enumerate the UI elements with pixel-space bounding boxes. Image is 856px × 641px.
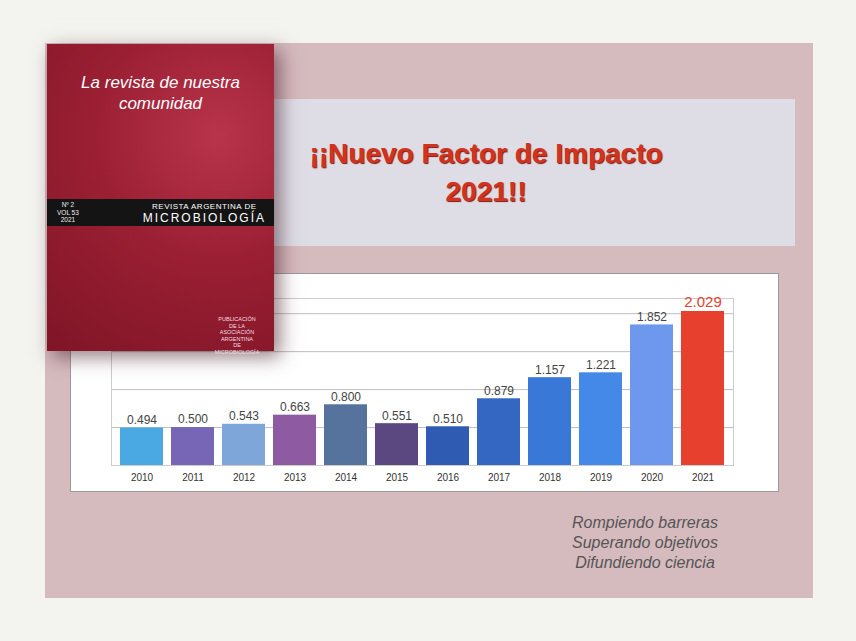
html-text:MICROBIOLOGÍA: MICROBIOLOGÍA (214, 348, 260, 355)
html-text:La revista de nuestra comunida: La revista de nuestra comunidad (81, 73, 240, 114)
svg-text:0.510: 0.510 (433, 412, 463, 426)
svg-text:0.543: 0.543 (229, 409, 259, 423)
svg-text:2020: 2020 (641, 472, 664, 483)
svg-text:2010: 2010 (131, 472, 154, 483)
html-text:ASOCIACIÓN ARGENTINA: ASOCIACIÓN ARGENTINA (219, 329, 255, 342)
html-text:MICROBIOLOGÍA: MICROBIOLOGÍA (142, 211, 266, 225)
svg-text:2015: 2015 (386, 472, 409, 483)
svg-text:2013: 2013 (284, 472, 307, 483)
svg-text:0.800: 0.800 (331, 390, 361, 404)
svg-text:1.221: 1.221 (586, 358, 616, 372)
html-text:Rompiendo barreras: Rompiendo barreras (572, 514, 718, 531)
svg-text:2.029: 2.029 (684, 293, 722, 310)
svg-text:1.852: 1.852 (637, 310, 667, 324)
svg-text:1.157: 1.157 (535, 363, 565, 377)
html-text:Nº 2: Nº 2 (61, 201, 75, 208)
svg-text:2014: 2014 (335, 472, 358, 483)
svg-text:2016: 2016 (437, 472, 460, 483)
html-text:REVISTA ARGENTINA DE: REVISTA ARGENTINA DE (152, 202, 257, 211)
html-text:VOL 53: VOL 53 (57, 208, 79, 216)
svg-text:2018: 2018 (539, 472, 562, 483)
svg-text:0.551: 0.551 (382, 409, 412, 423)
svg-text:0.663: 0.663 (280, 400, 310, 414)
html-text:PUBLICACIÓN: PUBLICACIÓN (218, 316, 256, 322)
svg-text:0.494: 0.494 (127, 413, 157, 427)
svg-text:2019: 2019 (590, 472, 613, 483)
html-text:Difundiendo ciencia: Difundiendo ciencia (575, 554, 715, 571)
html-text:DE LA: DE LA (229, 322, 245, 329)
html-text:2021: 2021 (60, 216, 76, 223)
html-text:DE: DE (233, 342, 241, 348)
svg-text:2017: 2017 (488, 472, 511, 483)
svg-text:2021: 2021 (692, 472, 715, 483)
svg-text:2011: 2011 (182, 472, 204, 483)
html-text:¡¡Nuevo Factor de Impacto 2021: ¡¡Nuevo Factor de Impacto 2021!! (309, 137, 663, 207)
svg-text:0.500: 0.500 (178, 412, 208, 426)
html-text:Superando objetivos: Superando objetivos (572, 534, 718, 551)
svg-text:2012: 2012 (233, 472, 256, 483)
svg-text:0.879: 0.879 (484, 384, 514, 398)
